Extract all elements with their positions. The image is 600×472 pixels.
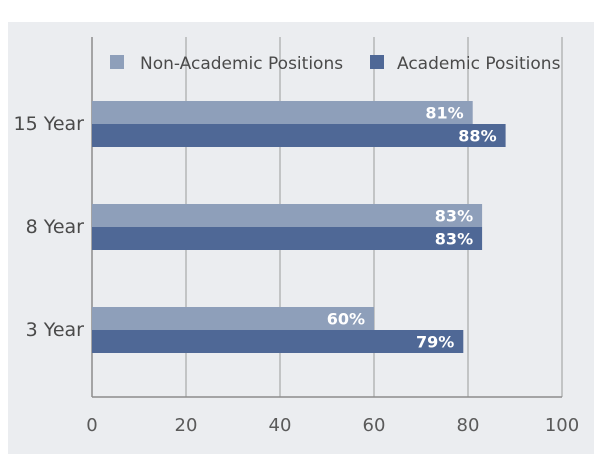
data-label-15-year-series-1: 88% — [458, 127, 496, 146]
bar-3-year-series-0 — [92, 307, 374, 330]
x-tick-label-100: 100 — [545, 415, 579, 436]
legend-label-series-1: Academic Positions — [397, 54, 561, 74]
legend-label-series-0: Non-Academic Positions — [140, 54, 343, 74]
bar-8-year-series-0 — [92, 204, 483, 227]
data-label-15-year-series-0: 81% — [425, 104, 463, 123]
x-tick-label-20: 20 — [175, 415, 198, 436]
data-label-8-year-series-0: 83% — [435, 207, 473, 226]
bar-15-year-series-0 — [92, 101, 473, 124]
legend-swatch-series-0 — [110, 55, 124, 69]
category-label-15-year: 15 Year — [14, 113, 85, 135]
data-label-3-year-series-1: 79% — [416, 333, 454, 352]
bar-8-year-series-1 — [92, 227, 483, 250]
data-label-8-year-series-1: 83% — [435, 230, 473, 249]
x-tick-label-40: 40 — [269, 415, 292, 436]
category-label-8-year: 8 Year — [26, 216, 85, 238]
x-tick-label-60: 60 — [363, 415, 386, 436]
x-tick-label-80: 80 — [457, 415, 480, 436]
x-tick-label-0: 0 — [86, 415, 97, 436]
bar-3-year-series-1 — [92, 330, 464, 353]
category-label-3-year: 3 Year — [26, 319, 85, 341]
bar-15-year-series-1 — [92, 124, 506, 147]
legend-swatch-series-1 — [370, 55, 384, 69]
data-label-3-year-series-0: 60% — [327, 310, 365, 329]
